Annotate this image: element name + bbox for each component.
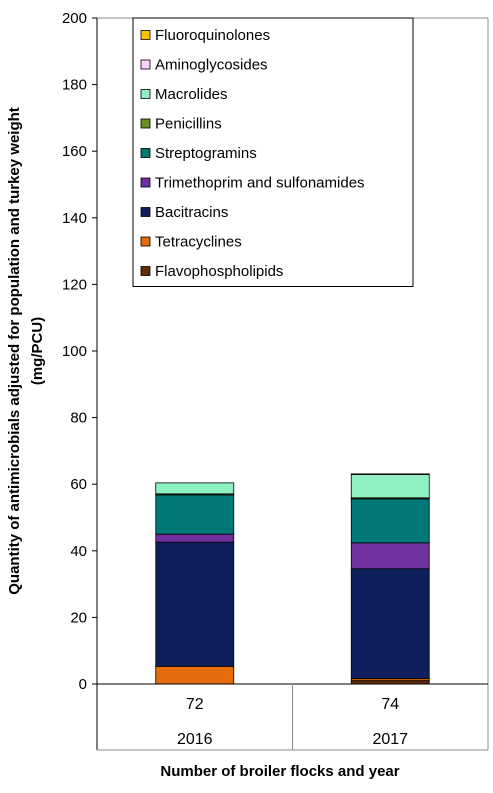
y-tick-label: 160 bbox=[62, 143, 87, 160]
legend-swatch bbox=[140, 148, 151, 158]
legend-swatch bbox=[140, 207, 151, 217]
y-tick-label: 60 bbox=[70, 476, 87, 493]
legend-swatch bbox=[140, 236, 151, 247]
bar-segment-trimethoprim-and-sulfonamides bbox=[155, 533, 235, 543]
y-tick-label: 20 bbox=[70, 609, 87, 626]
y-tick-label: 100 bbox=[62, 343, 87, 360]
y-axis-label: Quantity of antimicrobials adjusted for … bbox=[6, 107, 46, 595]
bar-segment-streptogramins bbox=[350, 498, 430, 544]
y-axis-label-line-2: (mg/PCU) bbox=[29, 317, 46, 385]
bar-segment-trimethoprim-and-sulfonamides bbox=[350, 542, 430, 570]
x-axis-label: Number of broiler flocks and year bbox=[160, 763, 399, 780]
y-tick-label: 40 bbox=[70, 543, 87, 560]
legend-swatch bbox=[140, 89, 151, 99]
bar-segment-bacitracins bbox=[155, 541, 235, 667]
y-tick-label: 180 bbox=[62, 77, 87, 94]
bar-segment-fluoroquinolones bbox=[350, 473, 430, 475]
legend-swatch bbox=[140, 59, 151, 70]
legend-swatch bbox=[140, 266, 151, 276]
y-tick-label: 200 bbox=[62, 10, 87, 27]
y-tick-label: 140 bbox=[62, 210, 87, 227]
category-flocks-label: 72 bbox=[186, 696, 204, 713]
y-axis-label-line-1: Quantity of antimicrobials adjusted for … bbox=[6, 107, 23, 595]
legend-swatch bbox=[140, 30, 151, 40]
legend-swatch bbox=[140, 177, 151, 188]
legend-label: Tetracyclines bbox=[155, 234, 242, 251]
bar-segment-streptogramins bbox=[155, 494, 235, 535]
y-tick-label: 120 bbox=[62, 276, 87, 293]
legend-label: Bacitracins bbox=[155, 204, 228, 221]
legend-label: Macrolides bbox=[155, 86, 228, 103]
bar-segment-bacitracins bbox=[350, 568, 430, 680]
legend-swatch bbox=[140, 118, 151, 129]
legend-label: Penicillins bbox=[155, 116, 222, 133]
bar-segment-macrolides bbox=[155, 482, 235, 495]
legend-label: Trimethoprim and sulfonamides bbox=[155, 175, 365, 192]
category-year-label: 2016 bbox=[177, 731, 213, 748]
y-tick-label: 0 bbox=[79, 676, 87, 693]
legend-label: Aminoglycosides bbox=[155, 57, 268, 74]
bar-segment-tetracyclines bbox=[155, 665, 235, 685]
legend-label: Streptogramins bbox=[155, 145, 257, 162]
legend-label: Flavophospholipids bbox=[155, 263, 283, 280]
bar-segment-macrolides bbox=[350, 474, 430, 499]
legend-label: Fluoroquinolones bbox=[155, 27, 270, 44]
legend: Fluoroquinolones Aminoglycosides Macrolide… bbox=[132, 17, 414, 287]
category-flocks-label: 74 bbox=[381, 696, 399, 713]
y-tick-label: 80 bbox=[70, 410, 87, 427]
category-year-label: 2017 bbox=[372, 731, 408, 748]
legend-box bbox=[132, 17, 414, 287]
